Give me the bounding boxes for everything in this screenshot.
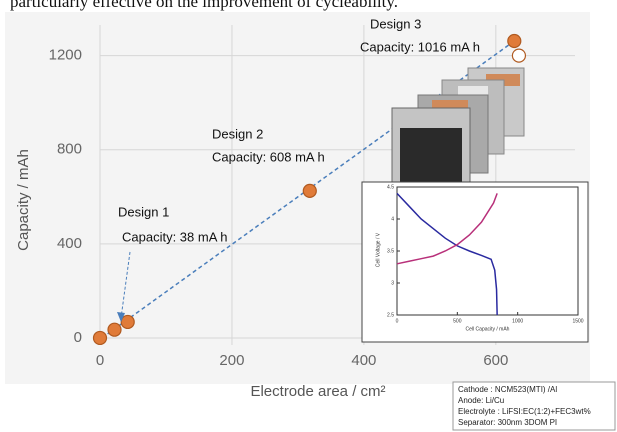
annotation: Capacity: 608 mA h	[212, 149, 325, 164]
x-tick-label: 500	[453, 318, 462, 324]
data-point	[121, 315, 134, 328]
data-point	[108, 323, 121, 336]
annotation: Capacity: 38 mA h	[122, 229, 228, 244]
x-tick-label: 1500	[572, 318, 583, 324]
x-axis-title: Electrode area / cm²	[250, 383, 385, 400]
data-point	[512, 49, 525, 62]
page: particularly effective on the improvemen…	[0, 0, 617, 432]
data-point	[303, 184, 316, 197]
x-tick-label: 0	[96, 352, 104, 369]
data-point	[94, 331, 107, 344]
x-axis-title: Cell Capacity / mAh	[466, 326, 510, 332]
x-tick-label: 200	[219, 352, 244, 369]
y-tick-label: 400	[57, 235, 82, 252]
info-line: Electrolyte : LiFSI:EC(1:2)+FEC3wt%	[458, 407, 591, 416]
y-tick-label: 0	[74, 329, 82, 346]
info-line: Anode: Li/Cu	[458, 396, 504, 405]
y-tick-label: 800	[57, 141, 82, 158]
y-tick-label: 2.5	[387, 312, 394, 318]
y-tick-label: 3	[391, 280, 394, 286]
y-axis-title: Cell Voltage / V	[375, 232, 381, 267]
info-line: Cathode : NCM523(MTI) /Al	[458, 385, 557, 394]
battery-body	[400, 128, 462, 186]
y-axis-title: Capacity / mAh	[15, 149, 32, 251]
annotation: Design 1	[118, 204, 169, 219]
x-tick-label: 600	[483, 352, 508, 369]
annotation: Capacity: 1016 mA h	[360, 39, 480, 54]
x-tick-label: 0	[396, 318, 399, 324]
x-tick-label: 400	[351, 352, 376, 369]
y-tick-label: 4	[391, 216, 394, 222]
y-tick-label: 1200	[49, 47, 82, 64]
x-tick-label: 1000	[512, 318, 523, 324]
y-tick-label: 4.5	[387, 184, 394, 190]
info-line: Separator: 300nm 3DOM PI	[458, 418, 557, 427]
data-point	[508, 35, 521, 48]
annotation: Design 2	[212, 126, 263, 141]
y-tick-label: 3.5	[387, 248, 394, 254]
header-text: particularly effective on the improvemen…	[10, 0, 398, 11]
annotation: Design 3	[370, 16, 421, 31]
